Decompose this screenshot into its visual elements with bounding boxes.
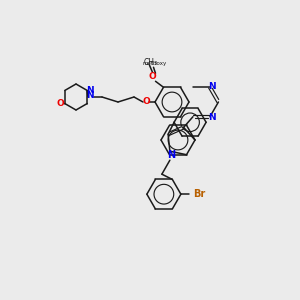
- Text: CH₃: CH₃: [143, 58, 158, 67]
- Text: methoxy: methoxy: [142, 61, 167, 66]
- Text: O: O: [57, 99, 64, 108]
- Text: O: O: [142, 97, 150, 106]
- Text: O: O: [148, 72, 156, 81]
- Text: N: N: [208, 82, 216, 91]
- Text: N: N: [167, 150, 175, 160]
- Text: N: N: [86, 92, 94, 100]
- Text: N: N: [86, 86, 94, 95]
- Text: N: N: [208, 113, 216, 122]
- Text: Br: Br: [193, 189, 205, 199]
